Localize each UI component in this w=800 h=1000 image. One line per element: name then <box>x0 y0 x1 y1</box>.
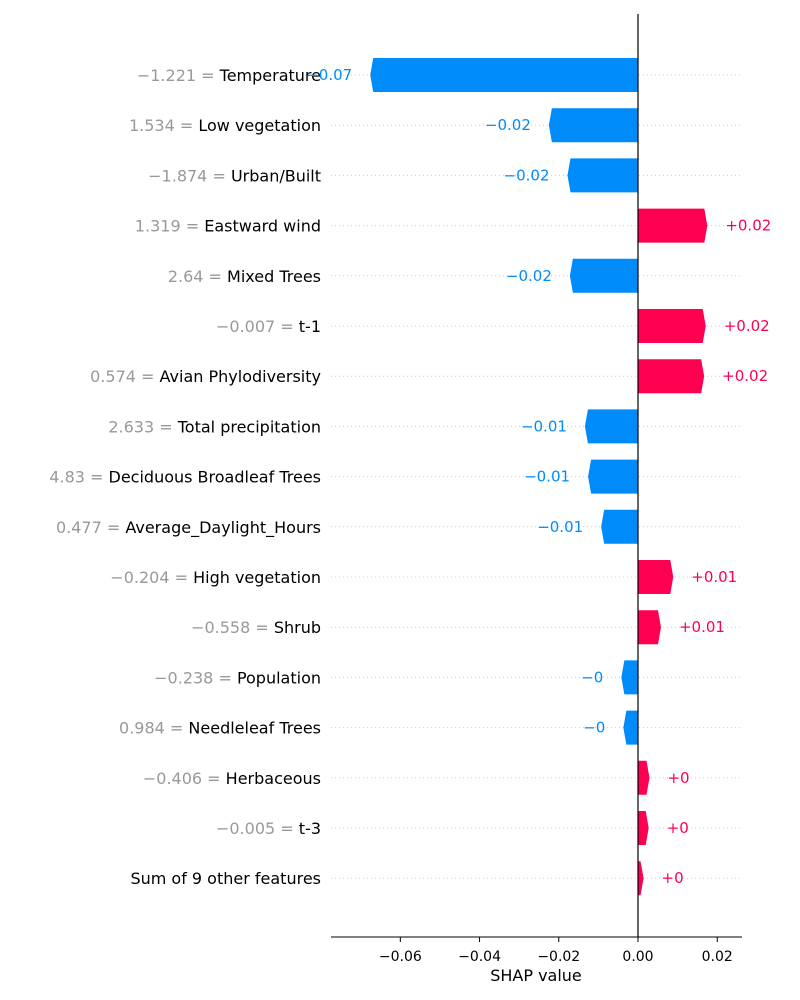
feature-name: Avian Phylodiversity <box>160 367 321 386</box>
x-tick-label: 0.00 <box>622 949 653 965</box>
feature-name: Average_Daylight_Hours <box>125 518 321 538</box>
value-label: −0.01 <box>521 417 567 435</box>
feature-name: Population <box>237 668 321 687</box>
x-axis: −0.06 −0.04 −0.02 0.00 0.02 <box>331 14 742 965</box>
feature-value: −1.874 = <box>148 166 231 185</box>
value-label: −0 <box>581 668 603 686</box>
feature-label: −0.007 = t-1 <box>216 317 321 336</box>
feature-value: −1.221 = <box>137 66 220 85</box>
feature-label: 1.534 = Low vegetation <box>129 116 321 135</box>
feature-name: Eastward wind <box>204 217 321 236</box>
bar-avian-phylodiversity <box>638 359 705 394</box>
bars <box>370 58 708 896</box>
feature-label: −0.005 = t-3 <box>216 819 321 838</box>
feature-name: Needleleaf Trees <box>188 719 321 738</box>
feature-name: Low vegetation <box>198 116 321 135</box>
feature-value: −0.204 = <box>110 568 193 587</box>
feature-value: −0.558 = <box>191 618 274 637</box>
feature-name: t-3 <box>299 819 321 838</box>
feature-label: 0.574 = Avian Phylodiversity <box>90 367 321 386</box>
bar-t-1 <box>638 309 706 343</box>
feature-label: −1.874 = Urban/Built <box>148 166 321 185</box>
value-label: −0.02 <box>506 267 552 285</box>
value-label: +0 <box>667 819 689 837</box>
feature-value: −0.005 = <box>216 819 299 838</box>
value-label: −0.02 <box>485 116 531 134</box>
feature-label: −1.221 = Temperature <box>137 66 321 85</box>
feature-value: 4.83 = <box>49 468 108 487</box>
feature-value: 2.64 = <box>168 267 227 286</box>
bar-t-3 <box>638 811 649 845</box>
bar-population <box>621 660 638 695</box>
value-label: −0.07 <box>306 66 352 84</box>
x-tick-label: 0.02 <box>702 949 733 965</box>
feature-label: 2.633 = Total precipitation <box>108 417 321 436</box>
feature-name: Mixed Trees <box>227 267 321 286</box>
x-tick-label: −0.02 <box>537 949 580 965</box>
value-label: +0.01 <box>691 568 737 586</box>
feature-value: −0.007 = <box>216 317 299 336</box>
bar-temperature <box>370 58 638 92</box>
bar-sum-of-9-other-features <box>638 861 644 896</box>
x-axis-label: SHAP value <box>490 966 582 985</box>
value-label: +0.02 <box>725 217 771 235</box>
feature-name: Total precipitation <box>177 417 321 436</box>
value-label: −0 <box>583 719 605 737</box>
bar-shrub <box>638 610 661 645</box>
feature-value: −0.238 = <box>154 668 237 687</box>
feature-label: 0.984 = Needleleaf Trees <box>119 719 321 738</box>
bar-average-daylight-hours <box>601 509 638 544</box>
bar-herbaceous <box>638 760 650 795</box>
feature-value: 2.633 = <box>108 417 177 436</box>
feature-label: Sum of 9 other features <box>130 869 321 888</box>
feature-label: −0.406 = Herbaceous <box>143 769 321 788</box>
value-label: +0.02 <box>724 317 770 335</box>
bar-total-precipitation <box>584 409 638 444</box>
feature-name: Urban/Built <box>231 166 321 185</box>
feature-label: 1.319 = Eastward wind <box>135 217 321 236</box>
feature-value: 0.574 = <box>90 367 159 386</box>
value-label: +0.01 <box>679 618 725 636</box>
grid-lines <box>331 74 742 879</box>
value-label: −0.01 <box>537 518 583 536</box>
bar-mixed-trees <box>569 258 638 293</box>
value-label: +0 <box>667 769 689 787</box>
feature-name: Herbaceous <box>226 769 321 788</box>
feature-name: High vegetation <box>193 568 321 587</box>
value-label: +0.02 <box>722 367 768 385</box>
bar-high-vegetation <box>638 560 674 594</box>
feature-name: Temperature <box>219 66 321 85</box>
feature-label: −0.558 = Shrub <box>191 618 321 637</box>
bar-needleleaf-trees <box>623 710 638 745</box>
feature-name: t-1 <box>299 317 321 336</box>
feature-value: 0.984 = <box>119 719 188 738</box>
feature-label: 2.64 = Mixed Trees <box>168 267 321 286</box>
bar-deciduous-broadleaf-trees <box>588 459 638 494</box>
feature-label: −0.238 = Population <box>154 668 321 687</box>
feature-value: −0.406 = <box>143 769 226 788</box>
value-label: −0.02 <box>504 166 550 184</box>
feature-value: 0.477 = <box>56 518 125 537</box>
feature-label: 0.477 = Average_Daylight_Hours <box>56 518 321 538</box>
feature-name: Sum of 9 other features <box>130 869 321 888</box>
feature-value: 1.534 = <box>129 116 198 135</box>
value-label: +0 <box>662 869 684 887</box>
bar-eastward-wind <box>638 208 708 243</box>
bar-urban-built <box>567 158 638 193</box>
x-tick-label: −0.06 <box>379 949 422 965</box>
feature-labels: −1.221 = Temperature 1.534 = Low vegetati… <box>49 66 321 888</box>
feature-label: 4.83 = Deciduous Broadleaf Trees <box>49 468 321 487</box>
x-tick-label: −0.04 <box>458 949 501 965</box>
value-label: −0.01 <box>524 468 570 486</box>
feature-label: −0.204 = High vegetation <box>110 568 321 587</box>
feature-value: 1.319 = <box>135 217 204 236</box>
feature-name: Shrub <box>274 618 321 637</box>
feature-name: Deciduous Broadleaf Trees <box>109 468 322 487</box>
bar-low-vegetation <box>548 108 638 143</box>
value-labels: −0.07 −0.02 −0.02 +0.02 −0.02 +0.02 +0.02 −0.01… <box>306 66 771 887</box>
